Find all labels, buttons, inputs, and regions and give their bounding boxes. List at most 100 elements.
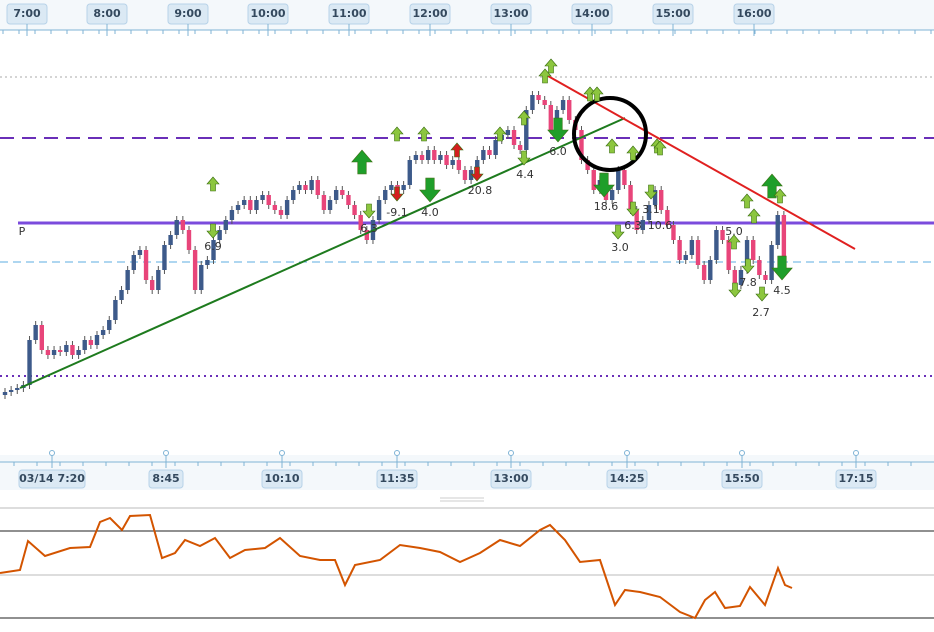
- candle: [609, 190, 615, 200]
- candle: [70, 345, 75, 355]
- bottom-axis-bar: [0, 455, 934, 490]
- oscillator-line: [0, 513, 793, 620]
- candle: [659, 190, 664, 210]
- candle: [291, 190, 296, 200]
- candle: [468, 170, 474, 180]
- candle: [579, 130, 584, 160]
- candle: [364, 230, 370, 240]
- signal-arrow: [653, 140, 667, 156]
- candle: [2, 392, 8, 395]
- candle: [665, 210, 670, 225]
- candle: [425, 150, 431, 160]
- signal-arrow: [362, 203, 376, 219]
- candle: [137, 250, 143, 255]
- candle: [254, 200, 259, 210]
- signal-value: 5.0: [725, 225, 743, 238]
- candle: [100, 330, 106, 335]
- candle: [39, 325, 44, 350]
- date-tab: [18, 469, 86, 489]
- signal-arrow: [728, 282, 742, 298]
- signal-value: 3.1: [642, 203, 660, 216]
- candle: [689, 240, 695, 255]
- candle: [192, 250, 198, 290]
- signal-arrow: [644, 184, 658, 200]
- signal-arrow: [611, 224, 625, 240]
- signal-arrow: [419, 177, 441, 203]
- candle: [493, 140, 498, 155]
- candle: [407, 160, 412, 185]
- candle: [125, 270, 130, 290]
- candle: [732, 270, 738, 285]
- candle: [27, 340, 32, 385]
- candle: [462, 170, 468, 180]
- candle: [517, 145, 523, 150]
- signal-arrow: [544, 58, 558, 74]
- candle: [76, 350, 81, 355]
- candle: [481, 150, 486, 160]
- time-label: 16:00: [736, 7, 771, 20]
- date-tab: [835, 469, 877, 489]
- signal-value: 18.6: [594, 200, 619, 213]
- candle: [186, 230, 192, 250]
- candle: [278, 210, 284, 215]
- signal-arrow: [626, 201, 640, 217]
- tick-dot: [739, 450, 745, 456]
- candle: [272, 205, 278, 210]
- candle: [64, 345, 69, 352]
- candle: [419, 155, 425, 160]
- signal-arrow: [450, 142, 464, 158]
- candle: [241, 200, 247, 205]
- candle: [413, 155, 419, 160]
- candle: [352, 205, 357, 215]
- candle: [260, 195, 265, 200]
- candle: [303, 185, 308, 190]
- candle: [487, 150, 492, 155]
- signal-arrow: [741, 258, 755, 274]
- trend-line[interactable]: [547, 75, 856, 250]
- candle: [229, 210, 235, 220]
- signal-value: 4.4: [516, 168, 534, 181]
- signal-arrow: [773, 188, 787, 204]
- signal-value: -9.1: [386, 206, 407, 219]
- signal-arrow: [206, 176, 220, 192]
- signal-value: 6.3: [624, 219, 642, 232]
- candle: [15, 388, 20, 390]
- candle: [456, 160, 462, 170]
- time-label: 10:00: [250, 7, 285, 20]
- candle: [524, 110, 529, 150]
- candle: [327, 200, 333, 210]
- candle: [168, 235, 173, 245]
- candle: [738, 270, 744, 285]
- candle: [634, 210, 639, 230]
- candle: [346, 195, 351, 205]
- signal-arrow: [593, 172, 615, 198]
- candle: [591, 170, 596, 190]
- candle: [708, 260, 713, 280]
- candle: [536, 95, 541, 100]
- signal-arrow: [517, 110, 531, 126]
- candle: [376, 200, 382, 220]
- candle: [567, 100, 572, 120]
- candle: [475, 160, 480, 170]
- candle: [683, 255, 688, 260]
- date-tab: [606, 469, 648, 489]
- candle: [432, 150, 437, 160]
- signal-value: 4.5: [773, 284, 791, 297]
- signal-value: 3.0: [611, 241, 629, 254]
- date-tab: [721, 469, 763, 489]
- candle: [321, 195, 327, 210]
- candle: [199, 265, 204, 290]
- candle: [33, 325, 38, 340]
- candle: [8, 390, 14, 392]
- candle: [511, 130, 517, 145]
- candle: [340, 190, 345, 195]
- candle: [720, 230, 725, 240]
- candle: [82, 340, 87, 350]
- candle: [616, 170, 621, 190]
- candle: [542, 100, 547, 105]
- candle: [217, 230, 222, 240]
- candle: [174, 220, 179, 235]
- candle: [622, 170, 627, 185]
- candle: [113, 300, 118, 320]
